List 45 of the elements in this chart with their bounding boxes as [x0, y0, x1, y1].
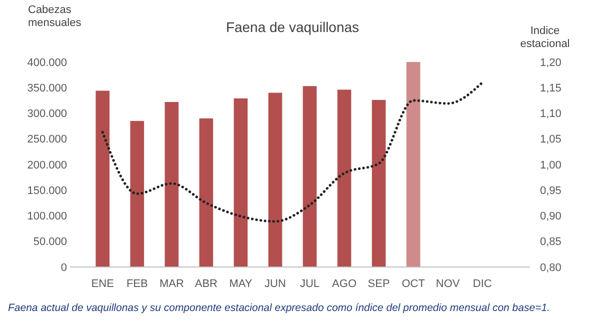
y-axis-title: Cabezas mensuales — [28, 4, 82, 29]
x-tick-label: JUL — [300, 278, 320, 290]
x-tick-label: OCT — [402, 278, 426, 290]
x-tick-label: MAR — [159, 278, 184, 290]
y-tick-label: 200.000 — [27, 159, 67, 172]
bar — [372, 100, 386, 267]
y-tick-label: 250.000 — [27, 134, 67, 146]
y-tick-label: 350.000 — [27, 82, 67, 94]
y-tick-label: 100.000 — [27, 210, 67, 223]
x-tick-label: ABR — [194, 278, 218, 290]
line-series — [101, 81, 484, 223]
x-tick-label: AGO — [332, 278, 357, 290]
bar — [268, 92, 282, 267]
bar — [164, 102, 179, 267]
bar — [199, 118, 214, 267]
y2-tick-label: 0,80 — [540, 262, 562, 274]
x-tick-label: SEP — [368, 278, 390, 290]
bar — [302, 86, 317, 267]
x-tick-label: MAY — [229, 278, 253, 290]
y2-tick-label: 1,10 — [540, 108, 562, 120]
y2-tick-label: 1,20 — [540, 56, 562, 69]
y-tick-label: 300.000 — [27, 108, 67, 120]
y-tick-label: 50.000 — [33, 236, 67, 248]
y2-tick-label: 1,15 — [540, 82, 562, 94]
bar — [406, 62, 420, 267]
y2-tick-label: 1,05 — [540, 134, 562, 146]
bar — [130, 120, 144, 267]
x-tick-label: DIC — [472, 278, 492, 290]
x-tick-label: JUN — [264, 278, 286, 290]
text: Faena actual de vaquillonas y su componente estacional expresado como índice del promedio mensual con base=1. — [8, 302, 550, 314]
y2-tick-label: 0,85 — [540, 236, 562, 248]
bar — [234, 98, 248, 267]
y2-tick-label: 0,90 — [540, 210, 562, 223]
bar — [337, 90, 352, 267]
y-tick-label: 0 — [60, 262, 67, 274]
y-tick-label: 400.000 — [27, 56, 67, 69]
x-tick-label: ENE — [91, 278, 114, 290]
bar — [96, 90, 110, 267]
chart-title: Faena de vaquillonas — [226, 19, 360, 35]
x-tick-label: FEB — [126, 278, 148, 290]
y2-tick-label: 1,00 — [540, 159, 562, 172]
y-tick-label: 150.000 — [27, 184, 67, 197]
x-tick-label: NOV — [436, 278, 460, 290]
y2-axis-title: Indice estacional — [520, 25, 570, 50]
y2-tick-label: 0,95 — [540, 184, 562, 197]
